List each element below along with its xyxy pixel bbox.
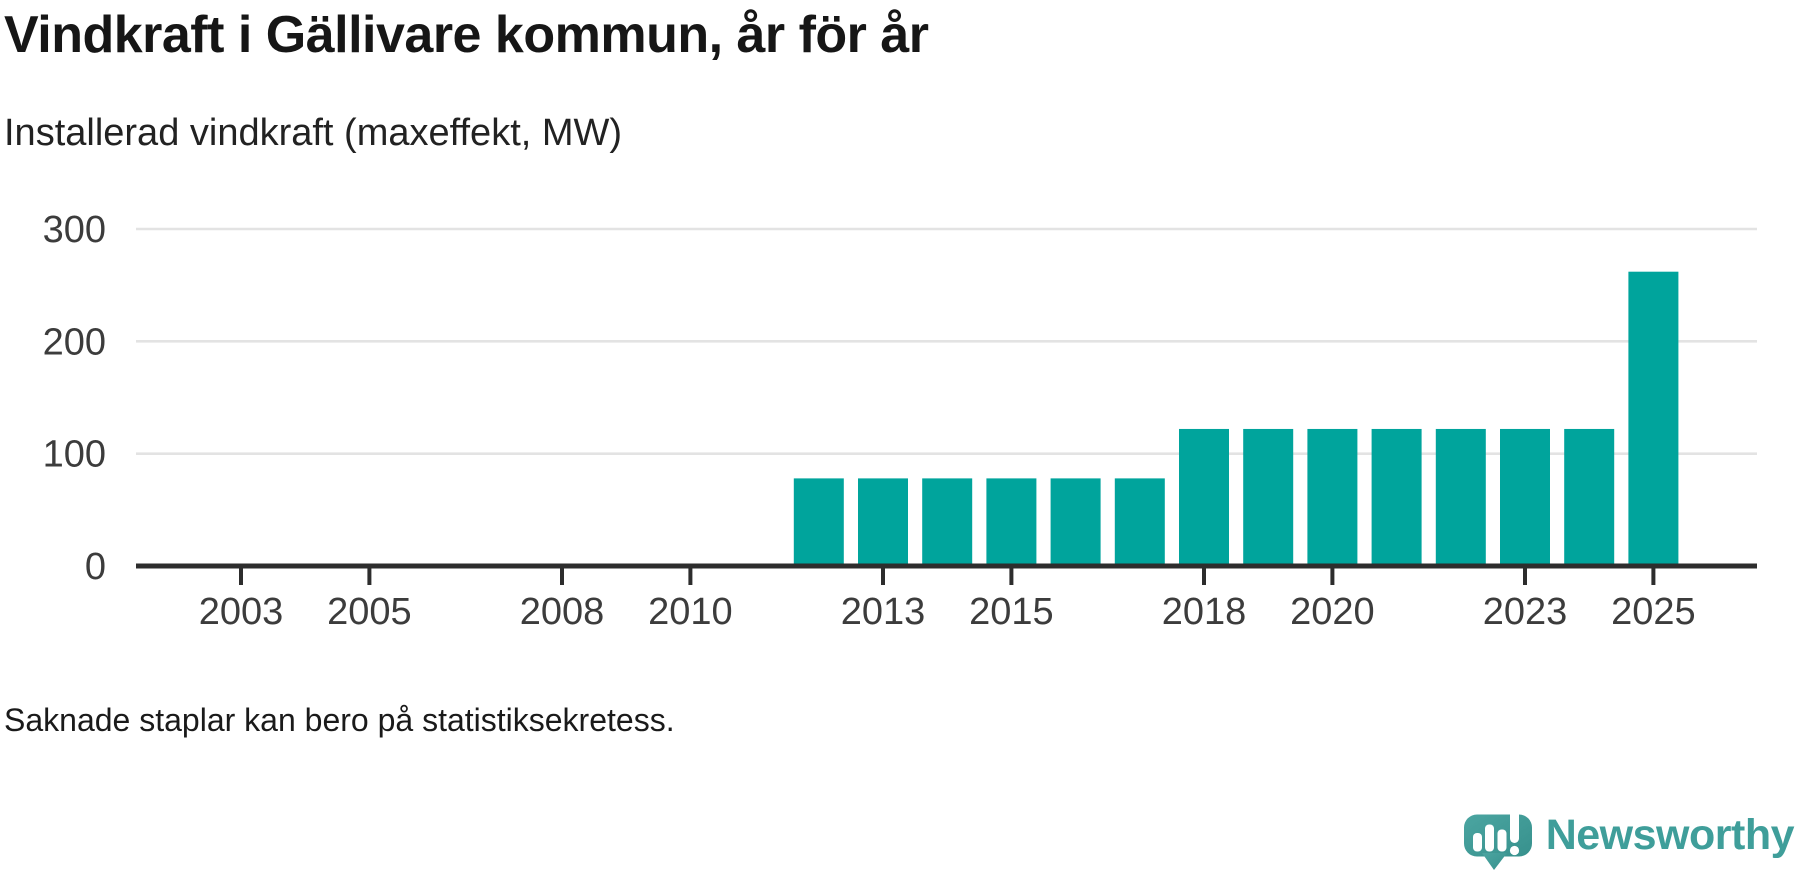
x-tick-label-2003: 2003 bbox=[199, 591, 284, 633]
chart-title: Vindkraft i Gällivare kommun, år för år bbox=[4, 6, 929, 64]
y-tick-label-300: 300 bbox=[43, 209, 106, 251]
newsworthy-logo: Newsworthy bbox=[1462, 800, 1795, 876]
x-tick-label-2018: 2018 bbox=[1162, 591, 1247, 633]
x-tick-label-2013: 2013 bbox=[841, 591, 926, 633]
newsworthy-logo-icon bbox=[1463, 806, 1532, 870]
x-tick-label-2025: 2025 bbox=[1611, 591, 1696, 633]
wind-power-bar-chart: 2003 2005 2008 2010 2013 2015 2018 2020 2023 2025… bbox=[43, 209, 1757, 633]
chart-subtitle: Installerad vindkraft (maxeffekt, MW) bbox=[4, 112, 623, 154]
chart-footnote: Saknade staplar kan bero på statistiksek… bbox=[4, 702, 675, 738]
bar-2012 bbox=[793, 478, 844, 566]
x-tick-label-2020: 2020 bbox=[1290, 591, 1375, 633]
newsworthy-logo-text: Newsworthy bbox=[1545, 810, 1795, 859]
bar-2023 bbox=[1500, 428, 1550, 566]
y-tick-label-200: 200 bbox=[43, 321, 106, 363]
bar-2017 bbox=[1114, 478, 1165, 566]
x-tick-label-2023: 2023 bbox=[1483, 591, 1568, 633]
bar-2024 bbox=[1564, 428, 1615, 566]
bar-2014 bbox=[922, 478, 973, 566]
exclamation-icon bbox=[1509, 806, 1519, 856]
bar-2016 bbox=[1050, 478, 1101, 566]
bar-2013 bbox=[858, 478, 908, 566]
bar-2020 bbox=[1307, 428, 1358, 566]
bar-2022 bbox=[1435, 428, 1486, 566]
bar-2021 bbox=[1371, 428, 1422, 566]
x-tick-label-2008: 2008 bbox=[520, 591, 605, 633]
bar-2018 bbox=[1179, 428, 1229, 566]
bar-2019 bbox=[1243, 428, 1294, 566]
x-tick-label-2005: 2005 bbox=[327, 591, 412, 633]
mini-bar-chart-icon bbox=[1472, 824, 1507, 852]
x-tick-label-2015: 2015 bbox=[969, 591, 1054, 633]
y-tick-label-0: 0 bbox=[85, 546, 106, 588]
x-tick-label-2010: 2010 bbox=[648, 591, 733, 633]
bar-2025 bbox=[1628, 271, 1679, 566]
y-tick-label-100: 100 bbox=[43, 434, 106, 476]
bar-2015 bbox=[986, 478, 1037, 566]
